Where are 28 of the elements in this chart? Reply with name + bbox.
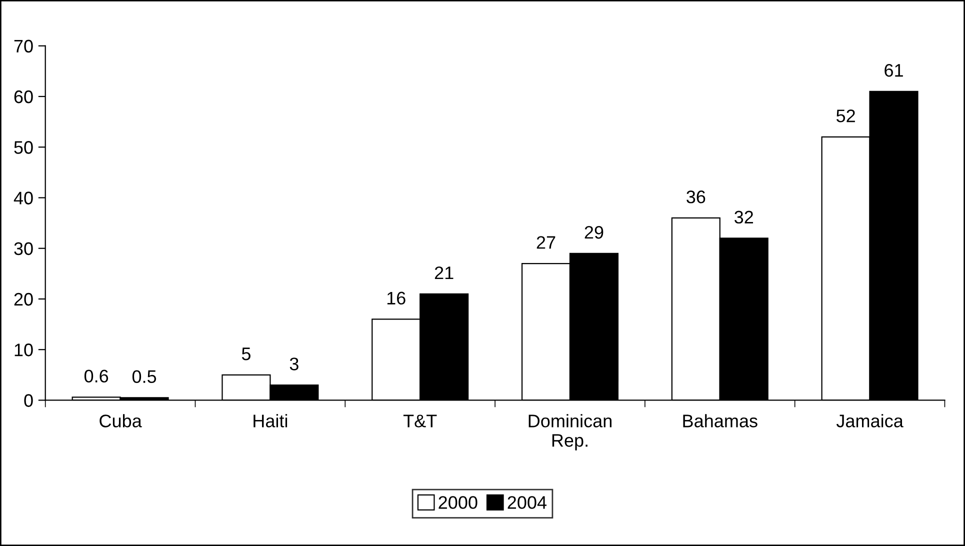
y-tick-label: 70 — [14, 40, 33, 53]
data-label: 0.6 — [84, 370, 108, 382]
x-tick-label: Cuba — [100, 414, 142, 428]
data-label: 16 — [387, 292, 406, 305]
data-label: 3 — [290, 358, 298, 370]
x-tick-label: Haiti — [254, 414, 288, 428]
y-tick-label: 50 — [14, 141, 33, 154]
legend-label: 2004 — [508, 496, 547, 509]
data-label: 5 — [242, 348, 250, 360]
x-tick-label: Dominican Rep. — [528, 414, 612, 450]
data-label: 36 — [686, 190, 706, 204]
y-tick-label: 30 — [14, 242, 33, 256]
y-tick-label: 60 — [14, 90, 33, 104]
data-label: 52 — [836, 110, 855, 122]
legend-label: 2000 — [438, 496, 478, 509]
data-label: 0.5 — [132, 370, 156, 384]
data-label: 21 — [434, 266, 454, 280]
y-tick-label: 40 — [14, 192, 33, 204]
y-tick-label: 0 — [24, 394, 33, 407]
x-tick-label: Bahamas — [683, 414, 758, 428]
y-tick-label: 10 — [14, 344, 33, 356]
data-label: 27 — [536, 236, 556, 249]
y-tick-label: 20 — [14, 292, 33, 306]
x-tick-label: Jamaica — [836, 414, 904, 428]
data-label: 29 — [584, 226, 604, 239]
x-tick-label: T&T — [403, 414, 437, 428]
data-label: 61 — [884, 64, 903, 77]
data-label: 32 — [734, 210, 754, 224]
